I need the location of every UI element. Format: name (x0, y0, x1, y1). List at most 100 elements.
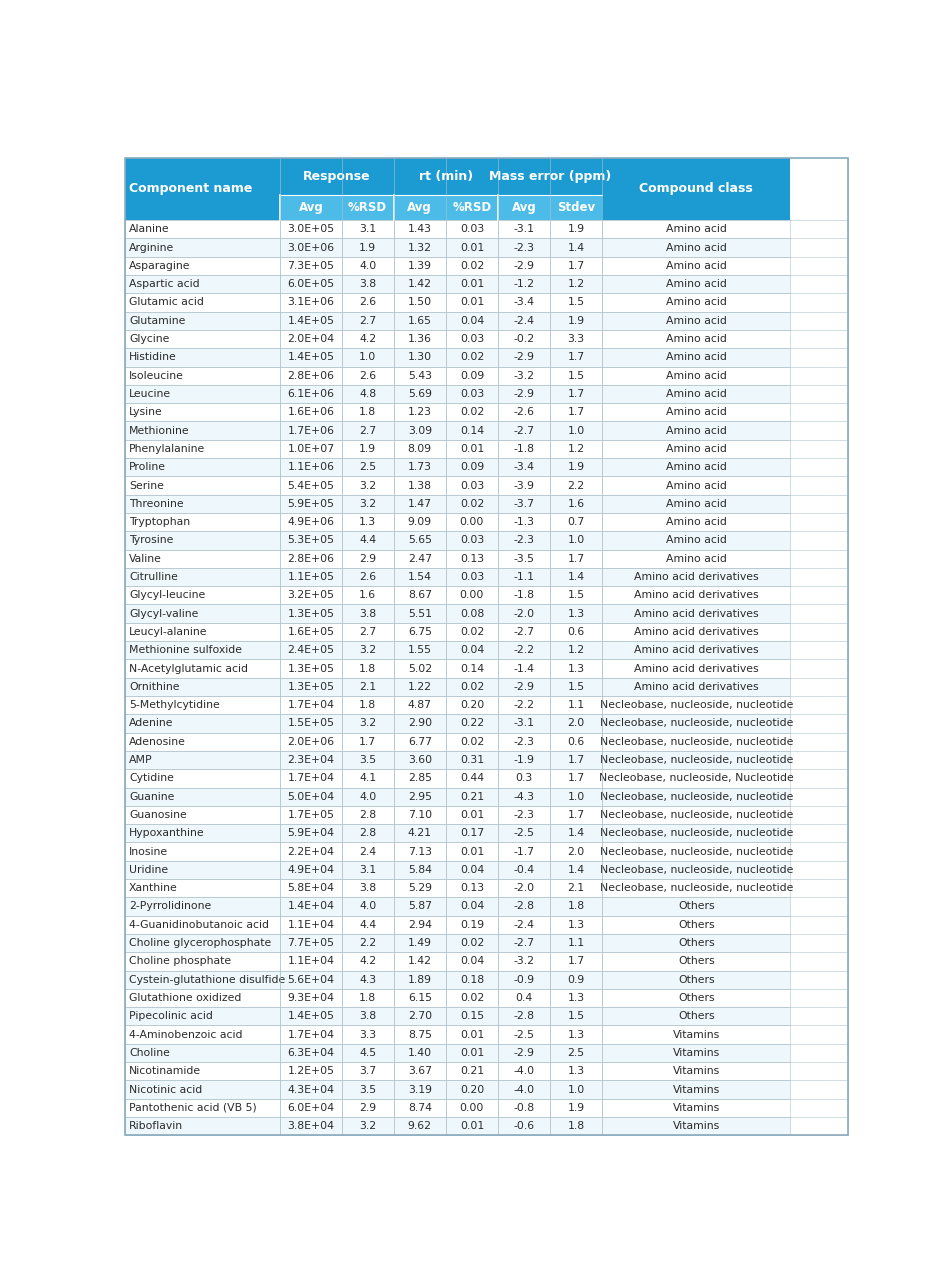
Bar (280, 311, 342, 330)
Text: 1.6E+05: 1.6E+05 (288, 627, 334, 637)
Bar (603, 1098, 791, 1117)
Bar (342, 860, 394, 879)
Text: Nicotinic acid: Nicotinic acid (129, 1084, 202, 1094)
Text: 4.9E+04: 4.9E+04 (288, 865, 334, 874)
Text: 8.74: 8.74 (408, 1103, 432, 1112)
Bar (124, 385, 280, 403)
Text: 1.89: 1.89 (408, 974, 432, 984)
Text: 3.60: 3.60 (408, 755, 432, 765)
Text: -4.3: -4.3 (513, 791, 534, 801)
Text: 1.5: 1.5 (568, 1011, 585, 1021)
Text: -2.9: -2.9 (513, 1048, 534, 1057)
Text: 1.7E+04: 1.7E+04 (288, 1029, 334, 1039)
Text: Glycyl-leucine: Glycyl-leucine (129, 590, 205, 600)
Bar (498, 238, 550, 257)
Bar (342, 952, 394, 970)
Text: Choline phosphate: Choline phosphate (129, 956, 231, 966)
Text: 0.4: 0.4 (515, 993, 532, 1004)
Text: 5.4E+05: 5.4E+05 (288, 480, 334, 490)
Bar (394, 549, 446, 568)
Text: Hypoxanthine: Hypoxanthine (129, 828, 205, 838)
Bar (394, 623, 446, 641)
Text: 4.0: 4.0 (359, 791, 377, 801)
Text: 3.5: 3.5 (359, 1084, 376, 1094)
Text: 2.5: 2.5 (568, 1048, 585, 1057)
Text: -3.9: -3.9 (513, 480, 534, 490)
Bar (550, 568, 603, 586)
Text: 0.01: 0.01 (459, 1048, 484, 1057)
Bar (342, 677, 394, 696)
Text: 1.7: 1.7 (568, 261, 585, 271)
Bar (550, 1025, 603, 1043)
Bar (550, 623, 603, 641)
Bar (394, 293, 446, 311)
Bar (498, 458, 550, 476)
Bar (603, 330, 791, 348)
Text: 1.7E+04: 1.7E+04 (288, 773, 334, 783)
Text: 1.0: 1.0 (568, 791, 585, 801)
Text: 4.2: 4.2 (359, 334, 376, 344)
Bar (550, 824, 603, 842)
Bar (603, 275, 791, 293)
Bar (124, 238, 280, 257)
Text: 0.17: 0.17 (460, 828, 484, 838)
Bar (124, 1080, 280, 1098)
Text: 2.2E+04: 2.2E+04 (288, 846, 334, 856)
Bar (394, 714, 446, 732)
Text: Necleobase, nucleoside, nucleotide: Necleobase, nucleoside, nucleotide (600, 883, 793, 893)
Text: Inosine: Inosine (129, 846, 168, 856)
Text: 5.87: 5.87 (408, 901, 432, 911)
Text: 2.70: 2.70 (408, 1011, 432, 1021)
Bar (342, 604, 394, 623)
Text: -3.1: -3.1 (513, 224, 534, 234)
Bar (550, 195, 603, 220)
Bar (498, 440, 550, 458)
Bar (342, 293, 394, 311)
Bar (394, 421, 446, 440)
Bar (124, 897, 280, 915)
Bar (603, 952, 791, 970)
Text: Amino acid: Amino acid (666, 444, 727, 454)
Text: 0.02: 0.02 (459, 499, 484, 509)
Bar (342, 568, 394, 586)
Text: 4-Aminobenzoic acid: 4-Aminobenzoic acid (129, 1029, 242, 1039)
Text: 1.0: 1.0 (359, 352, 377, 362)
Text: 1.3: 1.3 (568, 993, 585, 1004)
Text: Avg: Avg (407, 201, 432, 214)
Text: 1.1: 1.1 (568, 938, 585, 948)
Text: 1.2: 1.2 (568, 279, 585, 289)
Text: -2.8: -2.8 (513, 901, 534, 911)
Bar (394, 915, 446, 934)
Text: 0.04: 0.04 (459, 865, 484, 874)
Text: -2.2: -2.2 (513, 700, 534, 710)
Text: 3.1E+06: 3.1E+06 (288, 297, 334, 307)
Text: Necleobase, nucleoside, nucleotide: Necleobase, nucleoside, nucleotide (600, 810, 793, 820)
Bar (280, 879, 342, 897)
Text: 1.3: 1.3 (568, 1066, 585, 1076)
Text: Mass error (ppm): Mass error (ppm) (489, 170, 611, 183)
Text: 1.7E+05: 1.7E+05 (288, 810, 334, 820)
Text: 0.02: 0.02 (459, 352, 484, 362)
Text: Amino acid derivatives: Amino acid derivatives (634, 627, 758, 637)
Bar (446, 568, 498, 586)
Bar (280, 696, 342, 714)
Bar (280, 970, 342, 989)
Text: 3.67: 3.67 (408, 1066, 432, 1076)
Bar (498, 787, 550, 806)
Text: -3.2: -3.2 (513, 371, 534, 380)
Bar (498, 1062, 550, 1080)
Text: 3.19: 3.19 (408, 1084, 432, 1094)
Text: 1.5: 1.5 (568, 297, 585, 307)
Bar (446, 842, 498, 860)
Text: Cystein-glutathione disulfide: Cystein-glutathione disulfide (129, 974, 285, 984)
Bar (342, 330, 394, 348)
Bar (550, 751, 603, 769)
Text: 3.0E+06: 3.0E+06 (288, 243, 334, 252)
Text: Choline glycerophosphate: Choline glycerophosphate (129, 938, 271, 948)
Bar (550, 403, 603, 421)
Bar (124, 366, 280, 385)
Bar (280, 659, 342, 677)
Text: 0.01: 0.01 (459, 1029, 484, 1039)
Text: 5.51: 5.51 (408, 608, 432, 618)
Bar (498, 157, 603, 195)
